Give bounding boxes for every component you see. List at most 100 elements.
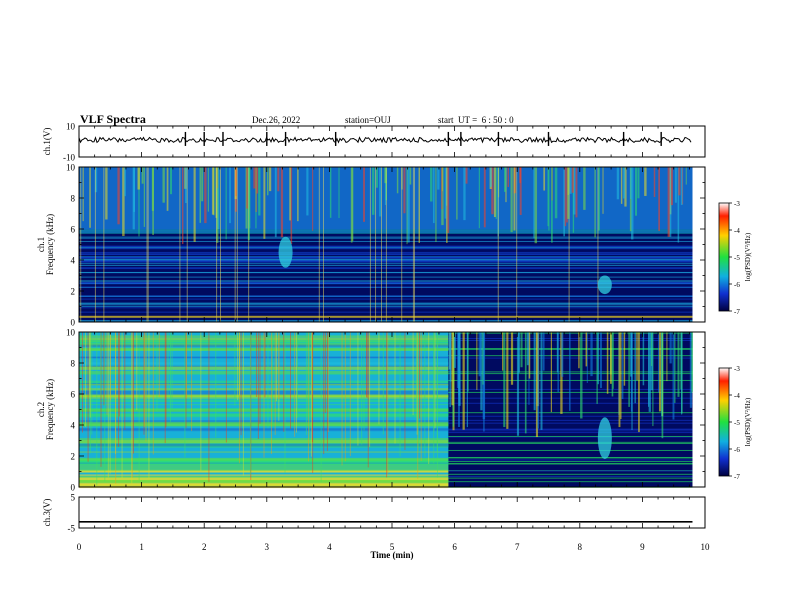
x-tick-label: 0 (77, 542, 82, 552)
spike (510, 167, 513, 233)
spike (294, 332, 296, 437)
spike (670, 167, 673, 206)
band (79, 343, 449, 346)
spike (283, 332, 285, 432)
spike (193, 167, 196, 242)
spike (636, 332, 638, 381)
band (79, 385, 449, 389)
band (79, 371, 449, 374)
spike (82, 167, 84, 222)
band (79, 395, 449, 399)
spike (658, 332, 660, 393)
band (79, 245, 693, 247)
x-tick-label: 5 (390, 542, 395, 552)
colorbar-label: log(PSD)(V²/Hz) (744, 397, 752, 446)
spike (204, 167, 207, 224)
spike (495, 167, 497, 219)
colorbar-tick-label: -4 (734, 392, 740, 400)
colorbar-tick-label: -5 (734, 254, 740, 262)
whistler-feature (278, 236, 293, 268)
spike (382, 332, 384, 435)
band (79, 470, 449, 473)
band (79, 256, 693, 258)
spike (436, 332, 438, 478)
spike (394, 332, 396, 444)
spike (537, 332, 540, 429)
band (79, 459, 449, 463)
spike (320, 332, 322, 482)
spike (516, 332, 520, 436)
spike (290, 332, 292, 429)
spike (399, 332, 401, 457)
y-axis-label: ch.1 (36, 237, 46, 252)
spike (547, 167, 549, 227)
spike (618, 332, 621, 428)
spike (446, 167, 448, 243)
spike (312, 332, 314, 473)
x-tick-label: 2 (202, 542, 207, 552)
band (79, 404, 449, 406)
band (448, 441, 693, 443)
spike (386, 332, 388, 478)
spike (563, 167, 565, 237)
spike (131, 332, 133, 479)
spike (324, 332, 326, 413)
band (448, 462, 693, 464)
spike (396, 167, 399, 194)
spike (416, 332, 418, 435)
spike (466, 332, 468, 428)
spike (181, 167, 184, 245)
spike (506, 332, 509, 429)
spike (596, 332, 598, 404)
spike (661, 332, 664, 439)
x-tick-label: 10 (701, 542, 711, 552)
spike (327, 332, 329, 433)
spike (493, 167, 496, 218)
spike (167, 332, 169, 395)
y-tick-label: 4 (71, 256, 76, 266)
spike (199, 167, 202, 223)
band (448, 481, 693, 483)
spike (599, 332, 602, 389)
band (79, 438, 449, 441)
band (79, 271, 693, 273)
band (79, 258, 693, 260)
band (79, 439, 449, 444)
spike (259, 332, 261, 424)
spike (289, 167, 291, 221)
spike (554, 167, 558, 219)
spike (107, 332, 109, 478)
band (79, 315, 693, 318)
spike (266, 167, 269, 196)
spike (165, 332, 167, 428)
colorbar-tick-label: -4 (734, 227, 740, 235)
spike (274, 167, 277, 238)
spike (89, 332, 91, 454)
band (79, 253, 693, 255)
spike (680, 332, 682, 390)
spike (620, 167, 623, 204)
spike (307, 332, 309, 462)
spike (674, 167, 677, 203)
spike (240, 332, 242, 436)
band (79, 335, 449, 338)
spike (526, 332, 529, 366)
spike (124, 167, 126, 197)
spike (229, 167, 231, 224)
spike (516, 167, 518, 322)
spike (280, 167, 284, 238)
band (79, 394, 449, 397)
spike (491, 167, 494, 215)
spike (623, 167, 626, 199)
y-axis-label: ch.2 (36, 402, 46, 417)
spike (263, 332, 265, 458)
ch1-waveform-trace (78, 136, 692, 144)
spike (650, 332, 653, 366)
band (448, 470, 693, 472)
spike (420, 332, 422, 462)
spike (323, 332, 325, 455)
spike (384, 167, 387, 206)
spike (104, 332, 106, 482)
spike (208, 332, 210, 482)
